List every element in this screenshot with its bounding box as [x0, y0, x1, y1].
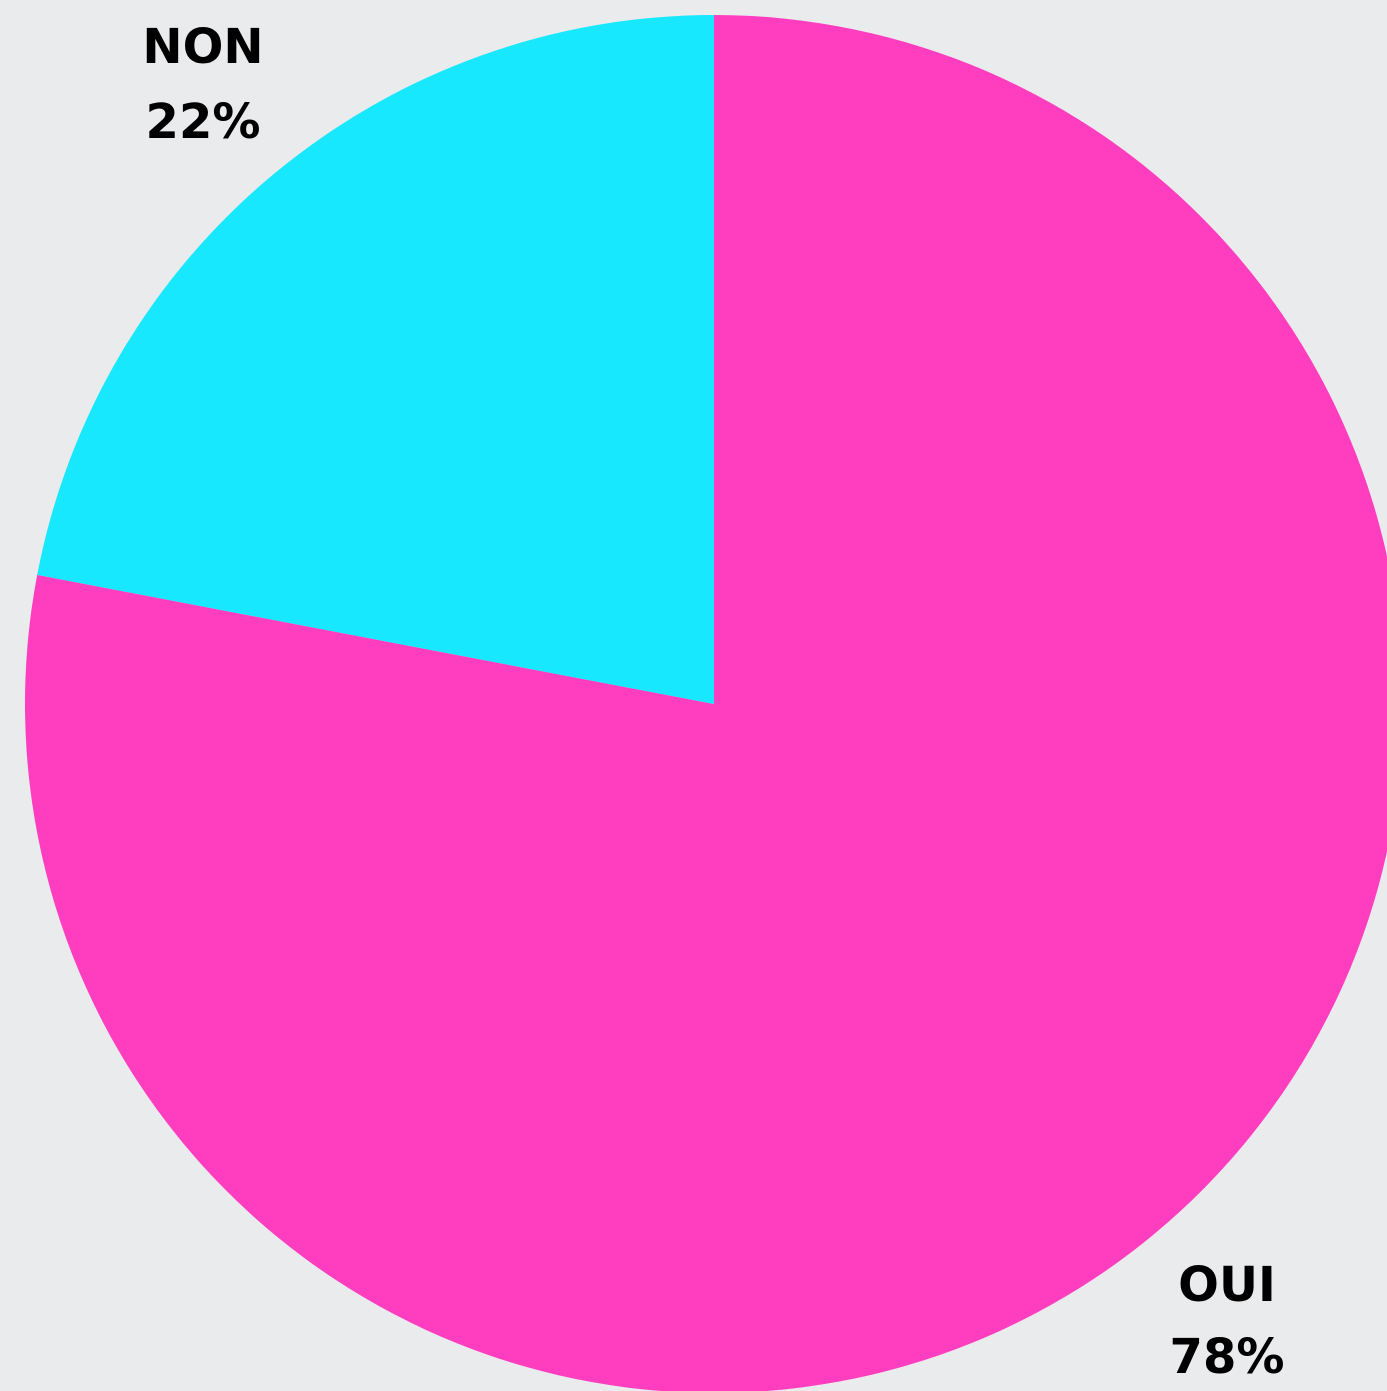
- slice-label: NON: [142, 19, 263, 75]
- slice-value-label: 78%: [1170, 1329, 1285, 1385]
- pie-slice: [37, 15, 714, 704]
- pie-slice: [25, 15, 1387, 1391]
- slice-value-label: 22%: [146, 94, 261, 150]
- slice-label: OUI: [1178, 1257, 1276, 1313]
